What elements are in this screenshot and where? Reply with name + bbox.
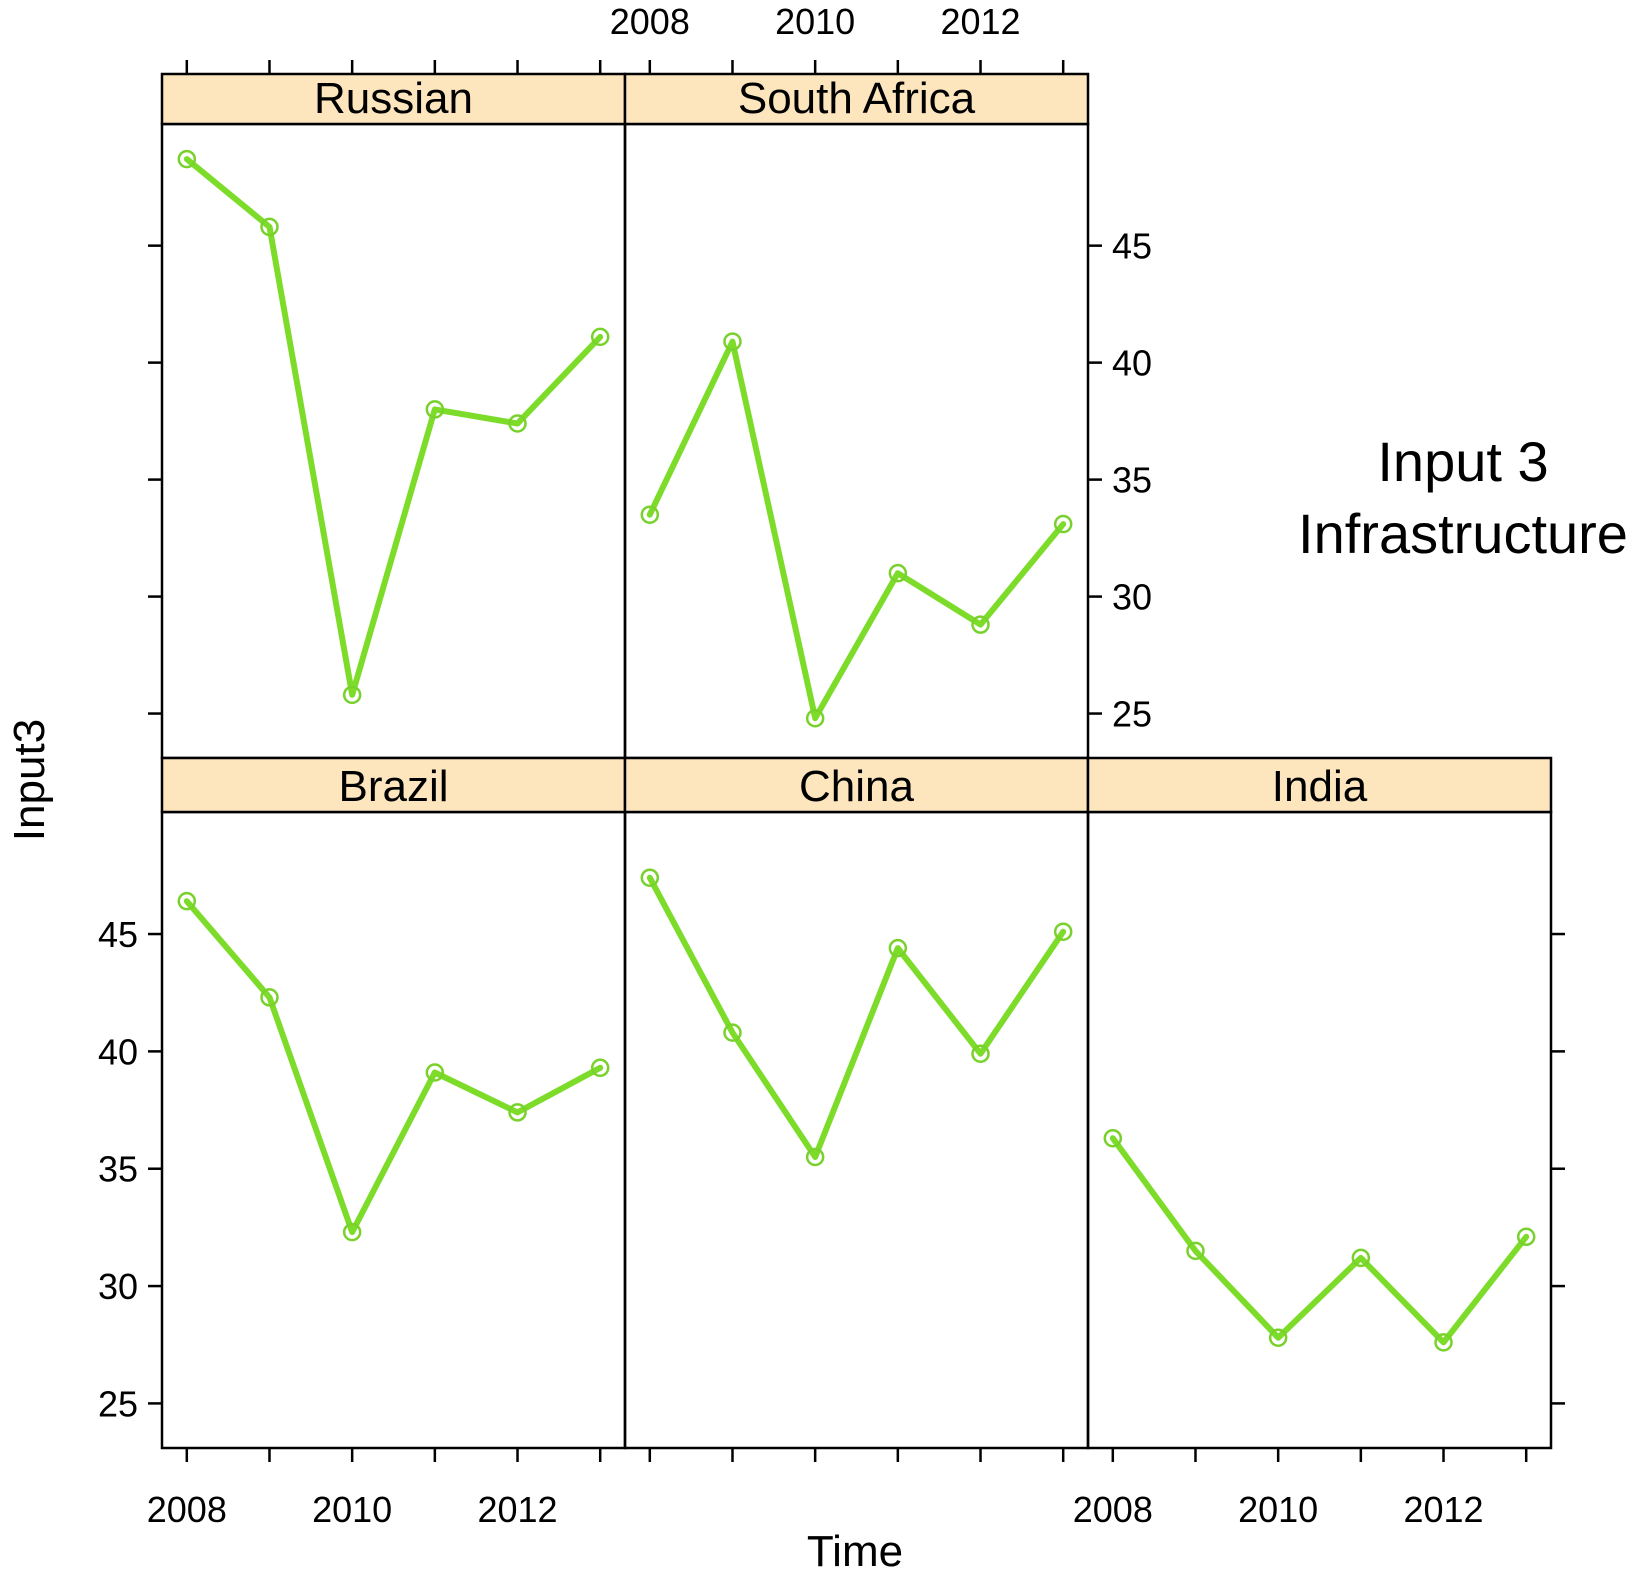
- data-point-russian-2008: [177, 149, 197, 169]
- data-point-brazil-2012: [508, 1103, 527, 1122]
- data-point-south-africa-2012: [971, 615, 990, 634]
- panel-frame-south-africa: [623, 122, 1090, 760]
- y-tick-label-left: 45: [98, 914, 138, 955]
- data-point-south-africa-2011: [888, 563, 908, 583]
- strip-label-india: India: [1272, 762, 1368, 811]
- data-point-south-africa-2013: [1053, 514, 1073, 534]
- data-point-india-2013: [1516, 1227, 1536, 1247]
- series-line-south-africa: [646, 338, 1067, 722]
- x-tick-label-bottom: 2008: [1073, 1489, 1153, 1530]
- data-point-china-2012: [971, 1044, 990, 1063]
- x-tick-label-top: 2010: [775, 1, 855, 42]
- series-line-china: [646, 874, 1067, 1160]
- data-point-south-africa-2009: [723, 332, 742, 351]
- y-tick-label-left: 40: [98, 1031, 138, 1072]
- data-point-india-2011: [1351, 1248, 1371, 1268]
- data-point-south-africa-2010: [805, 708, 825, 728]
- strip-brazil: [160, 756, 627, 814]
- data-point-russian-2012: [508, 414, 527, 433]
- strip-india: [1086, 756, 1553, 814]
- data-point-india-2008: [1103, 1128, 1123, 1148]
- annotation-line-1: Input 3: [1377, 430, 1548, 493]
- y-tick-label-right: 40: [1112, 343, 1152, 384]
- x-tick-label-bottom: 2010: [1238, 1489, 1318, 1530]
- data-point-china-2008: [640, 868, 660, 887]
- series-line-india: [1109, 1135, 1530, 1346]
- y-tick-label-left: 25: [98, 1383, 138, 1424]
- data-point-china-2009: [723, 1023, 742, 1042]
- y-axis-title: Input3: [5, 719, 54, 841]
- y-tick-label-left: 30: [98, 1266, 138, 1307]
- data-point-china-2013: [1053, 922, 1073, 941]
- y-tick-label-left: 35: [98, 1149, 138, 1190]
- data-point-russian-2009: [260, 217, 279, 237]
- data-point-brazil-2009: [260, 988, 279, 1007]
- x-tick-label-bottom: 2008: [147, 1489, 227, 1530]
- y-tick-label-right: 45: [1112, 226, 1152, 267]
- panel-frame-russian: [160, 122, 627, 760]
- axis-ticks: 2008 2010 2012 2008 2010 2012 2008 2010 2012 25 30…: [98, 1, 1565, 1530]
- data-point-brazil-2010: [342, 1222, 362, 1242]
- series-line-brazil: [183, 898, 604, 1236]
- y-tick-label-right: 35: [1112, 460, 1152, 501]
- y-tick-label-right: 25: [1112, 694, 1152, 735]
- panel-frame-brazil: [160, 810, 627, 1450]
- strip-label-south-africa: South Africa: [738, 74, 976, 123]
- x-axis-title: Time: [807, 1527, 903, 1576]
- panel-frame-india: [1086, 810, 1553, 1450]
- data-point-russian-2013: [590, 327, 610, 347]
- data-point-russian-2011: [425, 400, 445, 419]
- data-point-india-2009: [1186, 1241, 1205, 1261]
- strip-label-brazil: Brazil: [338, 762, 448, 811]
- panel-strips: Russian South Africa Brazil China India: [160, 72, 1553, 814]
- data-point-china-2011: [888, 938, 908, 958]
- annotation-line-2: Infrastructure: [1298, 502, 1628, 565]
- data-point-india-2012: [1434, 1333, 1453, 1352]
- data-point-south-africa-2008: [640, 505, 660, 524]
- x-tick-label-top: 2008: [610, 1, 690, 42]
- series-layer: [177, 149, 1536, 1352]
- x-tick-label-bottom: 2012: [477, 1489, 557, 1530]
- x-tick-label-bottom: 2010: [312, 1489, 392, 1530]
- strip-label-russian: Russian: [314, 74, 473, 123]
- data-point-brazil-2013: [590, 1058, 610, 1078]
- data-point-brazil-2011: [425, 1063, 445, 1082]
- data-point-china-2010: [805, 1147, 825, 1167]
- data-point-russian-2010: [342, 685, 362, 705]
- x-tick-label-bottom: 2012: [1403, 1489, 1483, 1530]
- x-tick-label-top: 2012: [940, 1, 1020, 42]
- strip-south-africa: [623, 72, 1090, 126]
- data-point-brazil-2008: [177, 891, 197, 911]
- strip-label-china: China: [799, 762, 914, 811]
- panel-frame-china: [623, 810, 1090, 1450]
- data-point-india-2010: [1268, 1328, 1288, 1347]
- y-tick-label-right: 30: [1112, 577, 1152, 618]
- series-line-russian: [183, 156, 604, 698]
